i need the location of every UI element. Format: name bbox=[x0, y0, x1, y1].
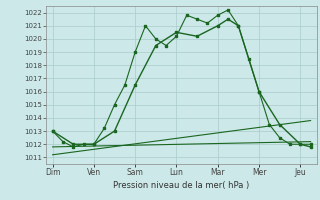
X-axis label: Pression niveau de la mer( hPa ): Pression niveau de la mer( hPa ) bbox=[114, 181, 250, 190]
